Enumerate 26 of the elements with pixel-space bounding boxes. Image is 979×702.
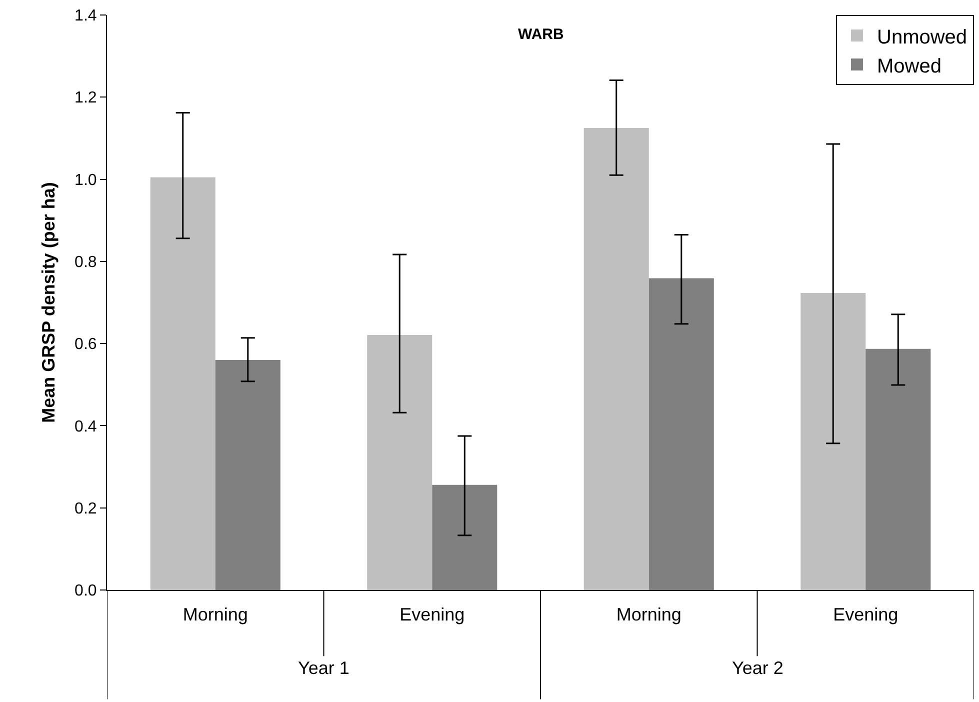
- y-tick-label: 0.0: [74, 582, 97, 600]
- y-tick-label: 0.4: [74, 418, 97, 436]
- bar: [367, 334, 432, 590]
- bar: [866, 348, 931, 590]
- y-axis-title: Mean GRSP density (per ha): [38, 182, 59, 423]
- bar: [215, 360, 280, 590]
- y-tick-label: 0.2: [74, 500, 97, 518]
- y-tick-label: 1.4: [74, 8, 97, 25]
- bar: [432, 484, 498, 590]
- x-tick-label: Morning: [182, 604, 248, 625]
- x-tick-label: Morning: [616, 604, 682, 625]
- y-tick-label: 1.2: [74, 90, 97, 107]
- x-tick-label: Evening: [833, 604, 898, 625]
- text: Year 2: [732, 658, 784, 678]
- y-tick-label: 0.8: [74, 254, 97, 272]
- y-tick-label: 0.6: [74, 336, 97, 354]
- text: WARB: [518, 26, 564, 43]
- x-tick-label: Evening: [400, 604, 465, 625]
- bar: [150, 177, 216, 590]
- legend-label: Mowed: [877, 55, 942, 78]
- bar: [648, 278, 714, 590]
- legend-label: Unmowed: [877, 26, 968, 48]
- y-tick-label: 1.0: [74, 172, 97, 189]
- text: Year 1: [298, 658, 350, 678]
- bar: [584, 128, 649, 590]
- bar: [800, 293, 866, 590]
